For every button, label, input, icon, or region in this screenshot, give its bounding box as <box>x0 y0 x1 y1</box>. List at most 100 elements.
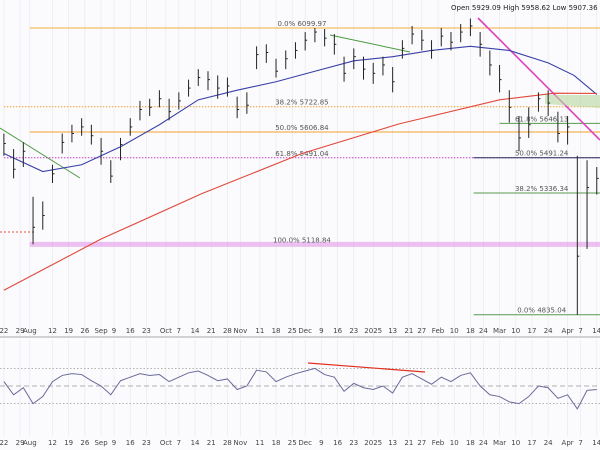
fib-label: 61.8% 5646.13 <box>515 115 568 123</box>
x-tick-label: 10 <box>450 327 459 335</box>
x-tick-label: 25 <box>288 439 297 447</box>
fib-label: 50.0% 5606.84 <box>275 124 329 132</box>
x-tick-label: 7 <box>578 439 582 447</box>
x-tick-label: 24 <box>544 439 553 447</box>
x-tick-label: 9 <box>112 327 116 335</box>
trendline <box>0 127 81 179</box>
x-tick-label: 22 <box>0 327 8 335</box>
moving-average <box>3 45 598 173</box>
x-tick-label: 21 <box>207 327 216 335</box>
x-tick-label: 16 <box>126 439 135 447</box>
x-tick-label: Feb <box>432 327 445 335</box>
x-tick-label: Apr <box>562 439 574 447</box>
x-tick-label: 13 <box>388 439 397 447</box>
x-tick-label: Sep <box>94 327 108 335</box>
x-tick-label: 23 <box>142 439 151 447</box>
x-tick-label: 18 <box>466 439 475 447</box>
x-tick-label: 21 <box>404 439 413 447</box>
x-tick-label: Aug <box>23 327 37 335</box>
x-tick-label: 2025 <box>364 327 382 335</box>
x-tick-label: 14 <box>191 327 200 335</box>
shaded-zone <box>545 95 600 108</box>
x-tick-label: 11 <box>255 327 264 335</box>
x-tick-label: 14 <box>191 439 200 447</box>
x-tick-label: 28 <box>223 439 232 447</box>
x-tick-label: 21 <box>207 439 216 447</box>
x-tick-label: Feb <box>432 439 445 447</box>
x-tick-label: 12 <box>48 439 57 447</box>
x-tick-label: 9 <box>319 439 323 447</box>
price-bars <box>3 18 599 315</box>
x-tick-label: 18 <box>272 439 281 447</box>
x-tick-label: 7 <box>177 439 181 447</box>
fib-label: 38.2% 5336.34 <box>515 185 569 193</box>
x-tick-label: 7 <box>578 327 582 335</box>
rsi-line <box>3 367 597 410</box>
x-tick-label: 23 <box>142 327 151 335</box>
trendline <box>477 17 600 141</box>
x-tick-label: 21 <box>404 327 413 335</box>
x-tick-label: 11 <box>255 439 264 447</box>
x-tick-label: 17 <box>528 439 537 447</box>
x-tick-label: 9 <box>319 327 323 335</box>
rsi-panel <box>0 367 600 410</box>
x-tick-label: 7 <box>177 327 181 335</box>
x-tick-label: 26 <box>80 439 89 447</box>
x-tick-label: 14 <box>592 327 600 335</box>
x-tick-label: 29 <box>16 327 25 335</box>
axis-labels: 22222929AugAug121219192626SepSep99161623… <box>0 327 600 447</box>
x-tick-label: 12 <box>48 327 57 335</box>
fib-label: 38.2% 5722.85 <box>275 99 328 107</box>
x-tick-label: Sep <box>94 439 108 447</box>
x-tick-label: Nov <box>234 439 248 447</box>
fib-levels: 0.0% 6099.97 38.2% 5722.85 50.0% 5606.84 61… <box>3 20 600 316</box>
divergence-line <box>307 362 426 373</box>
x-tick-label: Aug <box>23 439 37 447</box>
fib-label: 0.0% 4835.04 <box>517 307 567 315</box>
x-tick-label: Nov <box>234 327 248 335</box>
x-tick-label: 19 <box>64 327 73 335</box>
x-tick-label: Oct <box>160 327 172 335</box>
x-tick-label: 26 <box>80 327 89 335</box>
x-tick-label: 19 <box>64 439 73 447</box>
x-tick-label: 23 <box>349 439 358 447</box>
trendline <box>329 34 411 53</box>
x-tick-label: 9 <box>112 439 116 447</box>
x-tick-label: Apr <box>562 327 574 335</box>
x-tick-label: 14 <box>592 439 600 447</box>
fib-label: 0.0% 6099.97 <box>277 20 326 28</box>
fib-band <box>29 241 600 247</box>
x-tick-label: 13 <box>388 327 397 335</box>
x-tick-label: 22 <box>0 439 8 447</box>
x-tick-label: 16 <box>333 439 342 447</box>
x-tick-label: 29 <box>16 439 25 447</box>
fib-label: 50.0% 5491.24 <box>515 150 569 158</box>
x-tick-label: 10 <box>450 439 459 447</box>
x-tick-label: 17 <box>528 327 537 335</box>
x-tick-label: 24 <box>544 327 553 335</box>
x-tick-label: 16 <box>333 327 342 335</box>
x-tick-label: Dec <box>298 439 312 447</box>
x-tick-label: Mar <box>493 327 506 335</box>
x-tick-label: 16 <box>126 327 135 335</box>
x-tick-label: 2025 <box>364 439 382 447</box>
moving-average <box>3 92 597 291</box>
x-tick-label: Dec <box>298 327 312 335</box>
x-tick-label: 28 <box>223 327 232 335</box>
x-tick-label: 18 <box>466 327 475 335</box>
x-tick-label: 25 <box>288 327 297 335</box>
ohlc-header: Open 5929.09 High 5958.62 Low 5907.36 Cl… <box>451 4 600 12</box>
x-tick-label: Mar <box>493 439 506 447</box>
fib-label: 100.0% 5118.84 <box>273 236 331 244</box>
x-tick-label: 27 <box>417 327 426 335</box>
x-tick-label: 24 <box>479 439 488 447</box>
moving-averages <box>3 45 598 291</box>
x-tick-label: 27 <box>417 439 426 447</box>
x-tick-label: 10 <box>511 439 520 447</box>
x-tick-label: 18 <box>272 327 281 335</box>
x-tick-label: Oct <box>160 439 172 447</box>
x-tick-label: 10 <box>511 327 520 335</box>
